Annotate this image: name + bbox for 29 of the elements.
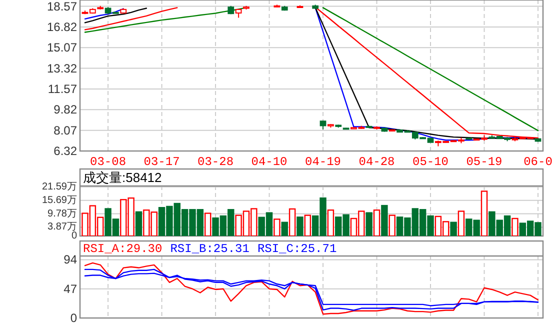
x-tick-label: 05-19: [466, 155, 502, 169]
y-tick-label: 3.87万: [48, 222, 77, 233]
y-tick-label: 11.57: [48, 82, 78, 96]
x-tick-label: 04-10: [251, 155, 288, 169]
y-tick-label: 8.07: [54, 123, 78, 138]
x-tick-label: 03-17: [144, 155, 180, 169]
text: RSI_C:25.71: [257, 242, 337, 256]
series-label: RSI_B:25.31: [170, 242, 250, 256]
y-tick-label: 18.57: [46, 0, 78, 14]
y-tick-label: 15.07: [46, 40, 78, 55]
y-tick-label: 13.32: [46, 61, 78, 76]
y-tick-label: 6.32: [54, 144, 78, 158]
series-label: RSI_A:29.30: [83, 242, 162, 256]
x-tick-label: 03-28: [198, 155, 234, 169]
x-tick-label: 06-0: [524, 155, 552, 169]
y-tick-label: 16.82: [46, 20, 78, 34]
x-tick-label: 04-19: [305, 155, 342, 169]
y-tick-label: 15.69万: [42, 194, 77, 206]
y-tick-label: 94: [64, 252, 78, 267]
y-tick-label: 9.78万: [48, 208, 77, 220]
y-tick-label: 21.59万: [42, 181, 77, 192]
y-tick-label: 0: [70, 311, 78, 325]
y-tick-label: 0: [71, 230, 78, 242]
chart-title: 成交量:58412: [83, 170, 162, 185]
y-tick-label: 9.82: [54, 102, 78, 117]
y-tick-label: 47: [64, 282, 78, 296]
x-tick-label: 05-10: [412, 155, 449, 169]
x-tick-label: 03-08: [90, 155, 126, 169]
x-tick-label: 04-28: [358, 155, 395, 169]
